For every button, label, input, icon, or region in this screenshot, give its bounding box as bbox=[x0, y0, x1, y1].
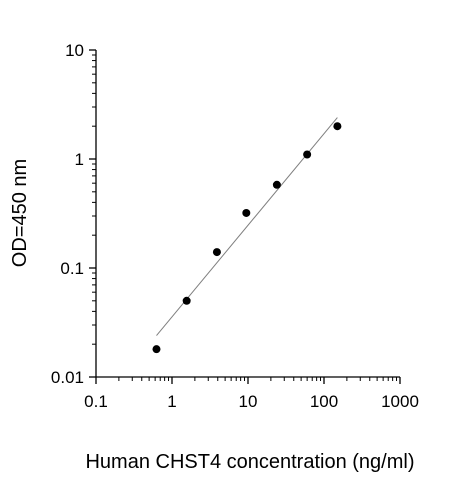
data-point bbox=[272, 180, 281, 189]
data-point bbox=[333, 122, 342, 131]
y-tick-label: 0.01 bbox=[51, 368, 84, 387]
data-point bbox=[182, 296, 191, 305]
x-tick-label: 10 bbox=[239, 392, 258, 411]
y-tick-label: 1 bbox=[75, 150, 84, 169]
data-point bbox=[212, 248, 221, 257]
y-tick-label: 10 bbox=[65, 41, 84, 60]
x-axis-title: Human CHST4 concentration (ng/ml) bbox=[85, 451, 414, 473]
y-tick-label: 0.1 bbox=[60, 259, 84, 278]
x-tick-label: 100 bbox=[310, 392, 338, 411]
x-tick-label: 1 bbox=[167, 392, 176, 411]
data-point bbox=[152, 345, 161, 354]
data-point bbox=[303, 150, 312, 159]
axes-layer bbox=[89, 49, 401, 384]
x-tick-label: 0.1 bbox=[84, 392, 108, 411]
points-layer bbox=[152, 122, 342, 354]
data-point bbox=[242, 208, 251, 217]
labels-layer: Human CHST4 concentration (ng/ml) OD=450… bbox=[9, 41, 419, 473]
x-tick-label: 1000 bbox=[381, 392, 419, 411]
y-axis-title: OD=450 nm bbox=[9, 159, 31, 267]
